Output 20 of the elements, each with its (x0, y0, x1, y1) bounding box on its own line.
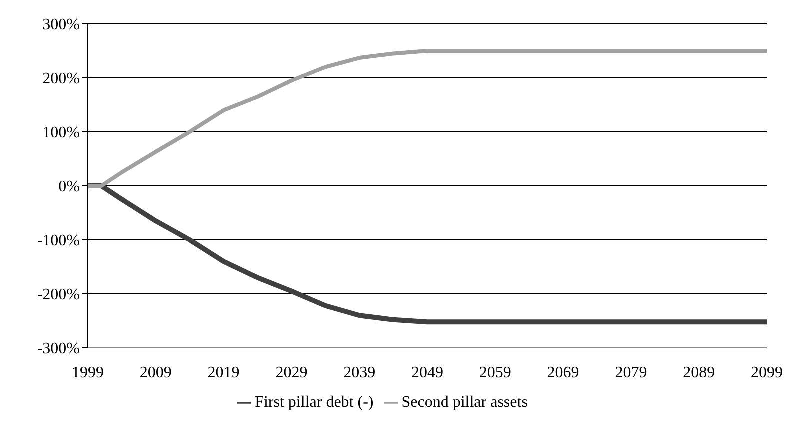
x-tick-label: 2049 (412, 364, 444, 382)
y-tick-label: -300% (37, 340, 80, 358)
x-tick-label: 2059 (479, 364, 512, 382)
y-tick-label: 100% (42, 124, 80, 142)
legend-label: Second pillar assets (402, 394, 528, 411)
legend-label: First pillar debt (-) (255, 394, 374, 411)
y-tick-label: -100% (37, 232, 80, 250)
x-tick-label: 1999 (72, 364, 104, 382)
x-tick-label: 2099 (751, 364, 783, 382)
x-tick-label: 2069 (547, 364, 580, 382)
x-tick-label: 2089 (683, 364, 716, 382)
x-tick-label: 2079 (615, 364, 648, 382)
y-tick-label: 300% (42, 16, 80, 34)
x-tick-label: 2029 (276, 364, 308, 382)
y-tick-label: 0% (58, 178, 80, 196)
x-tick-label: 2039 (344, 364, 376, 382)
y-tick-label: 200% (42, 70, 80, 88)
y-tick-label: -200% (37, 286, 80, 304)
x-tick-label: 2009 (140, 364, 172, 382)
x-tick-label: 2019 (208, 364, 240, 382)
